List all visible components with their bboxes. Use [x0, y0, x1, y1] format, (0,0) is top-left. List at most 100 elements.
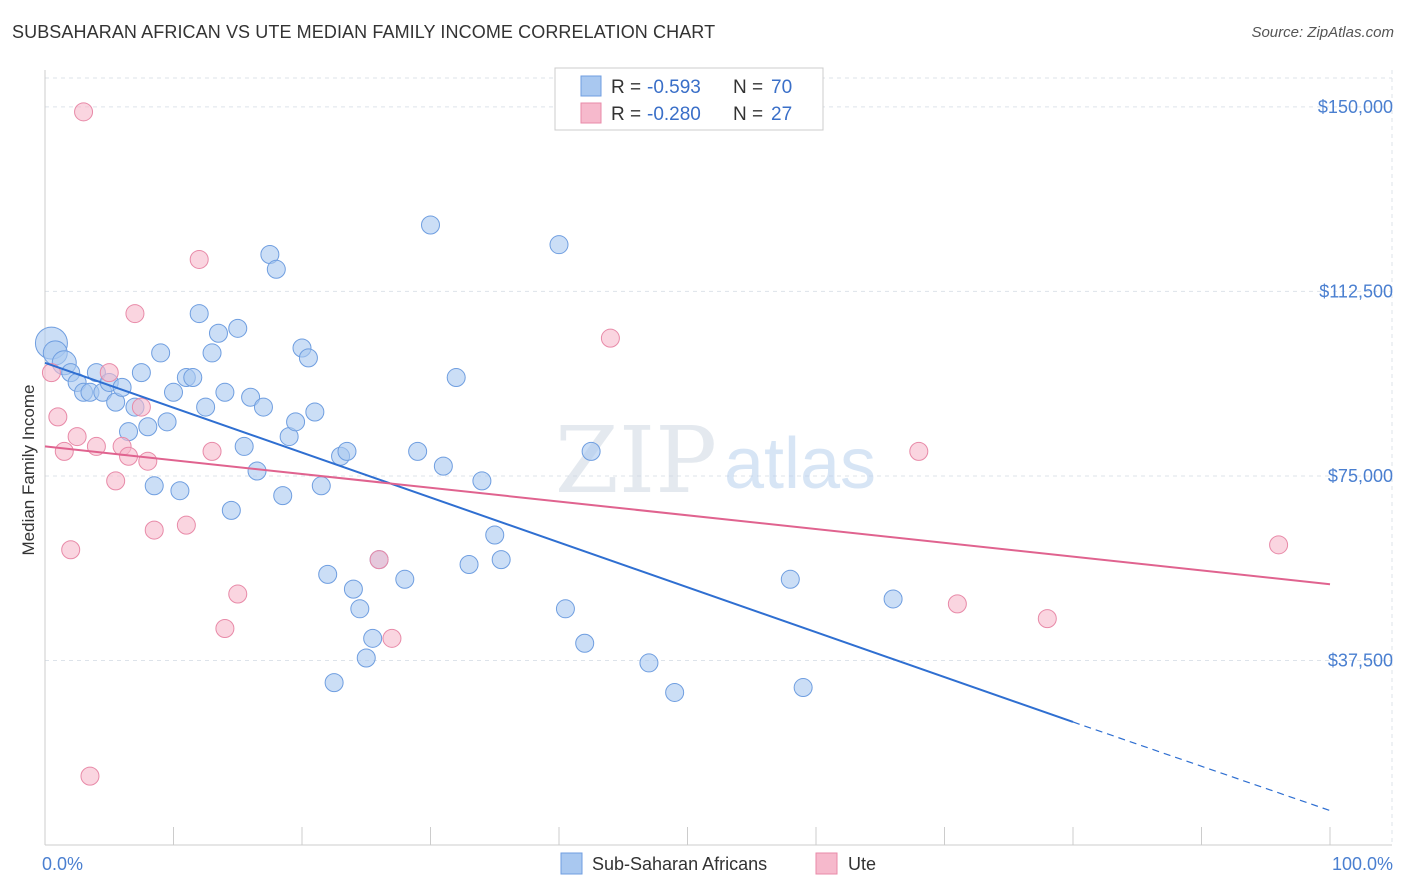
point-blue-38 — [286, 412, 306, 432]
point-pink-26 — [1037, 609, 1057, 629]
point-pink-20 — [228, 584, 248, 604]
point-blue-29 — [228, 318, 248, 338]
point-pink-27 — [1269, 535, 1289, 555]
point-blue-32 — [247, 461, 267, 481]
source-credit: Source: ZipAtlas.com — [1251, 24, 1394, 41]
point-blue-67 — [780, 569, 800, 589]
point-blue-66 — [665, 682, 685, 702]
point-blue-26 — [208, 323, 228, 343]
point-blue-69 — [883, 589, 903, 609]
point-pink-2 — [54, 441, 74, 461]
point-blue-15 — [138, 417, 158, 437]
point-blue-54 — [421, 215, 440, 235]
point-blue-22 — [183, 368, 203, 388]
legend-n-label-2: N = — [733, 104, 763, 125]
trend-line-blue-extension — [1072, 721, 1331, 812]
point-blue-56 — [446, 368, 466, 388]
grid-lines — [45, 70, 1393, 845]
point-blue-20 — [170, 481, 190, 501]
legend-r-value-1: -0.593 — [647, 77, 701, 98]
data-points — [34, 102, 1289, 786]
point-blue-58 — [472, 471, 492, 491]
point-pink-4 — [67, 427, 87, 447]
point-blue-19 — [164, 382, 183, 402]
point-blue-62 — [555, 599, 575, 619]
legend-r-value-2: -0.280 — [647, 104, 701, 125]
y-tick-label-0: $37,500 — [1328, 650, 1393, 670]
series-legend-swatch-pink — [815, 852, 838, 875]
axes — [44, 70, 1392, 846]
legend-swatch-pink — [580, 102, 602, 124]
stats-legend: R = -0.593 N = 70 R = -0.280 N = 27 — [554, 67, 824, 131]
y-axis-label: Median Family Income — [19, 384, 38, 555]
point-blue-48 — [350, 599, 370, 619]
point-blue-44 — [324, 673, 344, 693]
point-blue-17 — [151, 343, 171, 363]
point-pink-19 — [215, 618, 235, 638]
legend-n-label-1: N = — [733, 77, 763, 98]
watermark-zip: ZIP — [555, 407, 717, 514]
point-blue-60 — [491, 550, 511, 570]
legend-n-value-1: 70 — [771, 77, 792, 98]
point-pink-13 — [131, 397, 151, 417]
series-legend-label-blue: Sub-Saharan Africans — [592, 854, 767, 874]
point-blue-14 — [131, 363, 151, 383]
x-tick-label-0: 0.0% — [42, 854, 83, 874]
trend-lines — [44, 361, 1331, 812]
watermark: ZIP atlas — [555, 407, 876, 514]
point-blue-41 — [305, 402, 325, 422]
point-blue-35 — [266, 259, 286, 279]
point-pink-17 — [189, 249, 209, 269]
y-tick-label-2: $112,500 — [1319, 281, 1393, 301]
point-pink-5 — [74, 102, 94, 122]
point-pink-0 — [41, 363, 61, 383]
point-blue-24 — [196, 397, 216, 417]
point-blue-36 — [273, 486, 293, 506]
point-pink-9 — [106, 471, 126, 491]
legend-r-label-2: R = — [611, 104, 641, 125]
point-blue-63 — [575, 633, 595, 653]
x-tick-label-1: 100.0% — [1332, 854, 1393, 874]
point-blue-65 — [639, 653, 659, 673]
point-blue-23 — [189, 304, 209, 324]
point-pink-23 — [600, 328, 620, 348]
point-blue-49 — [356, 648, 376, 668]
point-blue-43 — [318, 564, 338, 584]
y-tick-labels: $37,500 $75,000 $112,500 $150,000 — [1318, 97, 1393, 671]
point-blue-64 — [581, 441, 601, 461]
legend-n-value-2: 27 — [771, 104, 792, 125]
point-pink-3 — [61, 540, 81, 560]
point-blue-40 — [298, 348, 318, 368]
point-pink-6 — [80, 766, 100, 786]
point-blue-42 — [311, 476, 331, 496]
point-blue-46 — [337, 441, 357, 461]
point-pink-25 — [947, 594, 967, 614]
x-tick-labels: 0.0% 100.0% — [42, 854, 1393, 874]
point-pink-1 — [48, 407, 68, 427]
point-pink-14 — [138, 451, 158, 471]
point-blue-53 — [408, 441, 428, 461]
point-blue-47 — [343, 579, 363, 599]
point-blue-18 — [157, 412, 177, 432]
point-blue-50 — [363, 628, 383, 648]
series-legend: Sub-Saharan Africans Ute — [560, 852, 876, 875]
point-pink-8 — [99, 363, 119, 383]
trend-line-blue — [44, 361, 1074, 723]
point-pink-22 — [382, 628, 402, 648]
point-blue-31 — [241, 387, 261, 407]
legend-r-label-1: R = — [611, 77, 641, 98]
point-pink-15 — [144, 520, 164, 540]
point-blue-55 — [433, 456, 453, 476]
point-pink-16 — [176, 515, 196, 535]
series-legend-swatch-blue — [560, 852, 583, 875]
point-blue-61 — [549, 235, 569, 255]
series-legend-label-pink: Ute — [848, 854, 876, 874]
point-blue-57 — [459, 555, 479, 575]
point-blue-68 — [793, 678, 813, 698]
y-tick-label-3: $150,000 — [1318, 97, 1393, 117]
point-pink-18 — [202, 441, 222, 461]
point-blue-30 — [234, 436, 254, 456]
point-blue-27 — [215, 382, 235, 402]
point-blue-33 — [253, 397, 273, 417]
